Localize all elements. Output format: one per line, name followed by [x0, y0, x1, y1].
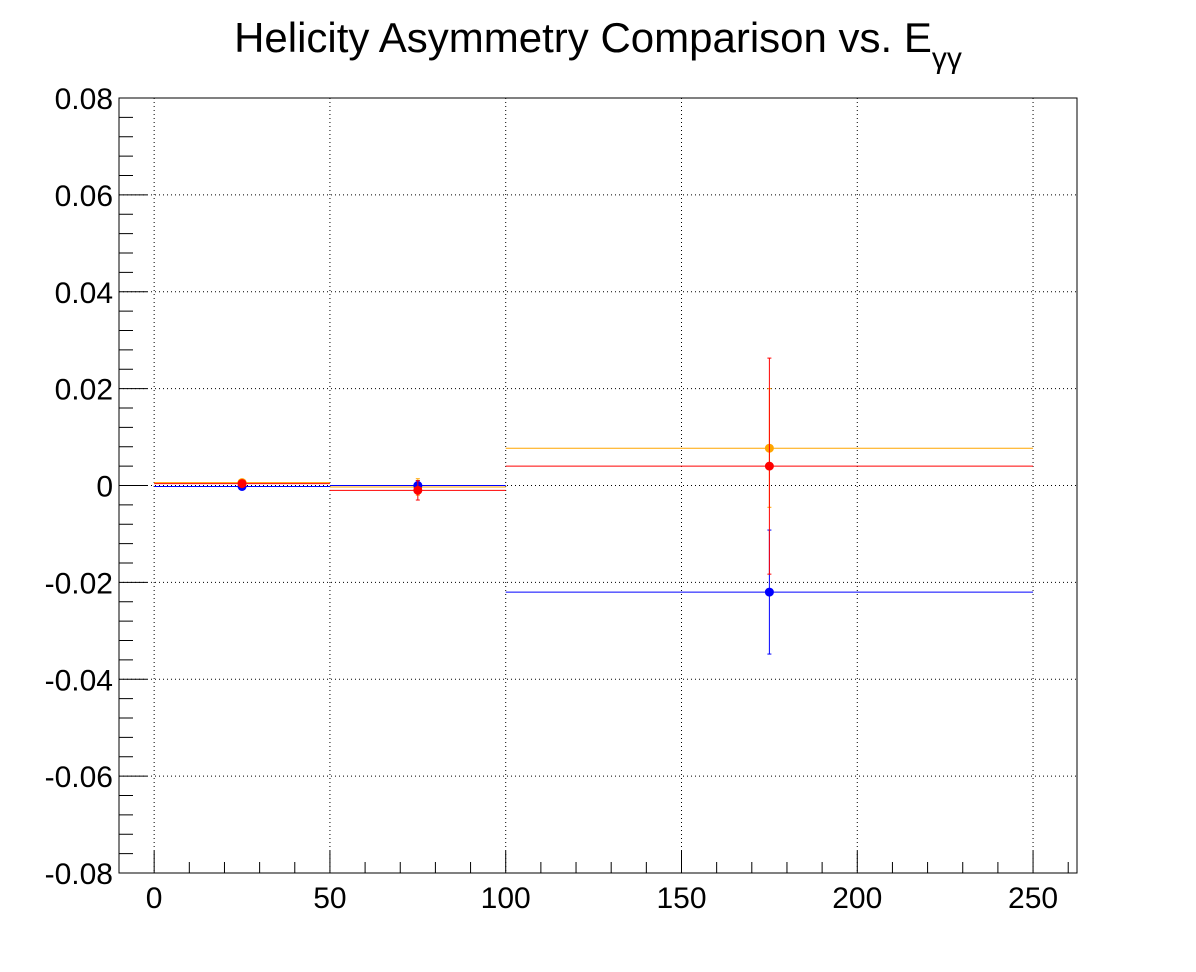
data-point	[764, 461, 774, 471]
plot-frame	[118, 97, 1078, 874]
y-tick-label: -0.04	[45, 664, 113, 697]
x-tick-label: 100	[481, 882, 531, 915]
chart-title-main: Helicity Asymmetry Comparison vs. E	[234, 14, 932, 61]
y-tick-label: 0	[96, 471, 113, 504]
x-tick-label: 150	[656, 882, 706, 915]
axis-layer: 0 50 100 150 200 250 -0.08 -0.06 -0.04 -0.02 0 0.02…	[45, 83, 1069, 915]
y-tick-label: -0.08	[45, 858, 113, 891]
series-2	[154, 357, 1034, 575]
data-point	[764, 587, 774, 597]
chart-title-subscript: γγ	[932, 42, 962, 75]
series-layer	[154, 357, 1034, 655]
x-tick-label: 50	[313, 882, 346, 915]
grid-layer	[119, 97, 1077, 874]
y-tick-label: 0.08	[55, 83, 113, 116]
data-point	[237, 479, 247, 489]
series-0	[154, 388, 1034, 508]
y-tick-label: 0.02	[55, 374, 113, 407]
svg-text:Helicity Asymmetry Comparison: Helicity Asymmetry Comparison vs. Eγγ	[234, 14, 962, 75]
x-tick-label: 200	[832, 882, 882, 915]
y-tick-label: 0.06	[55, 180, 113, 213]
x-tick-label: 0	[146, 882, 163, 915]
data-point	[413, 485, 423, 495]
y-tick-label: 0.04	[55, 277, 113, 310]
x-tick-label: 250	[1008, 882, 1058, 915]
chart-title: Helicity Asymmetry Comparison vs. Eγγ	[234, 14, 962, 75]
series-1	[154, 480, 1034, 655]
y-tick-label: -0.06	[45, 761, 113, 794]
y-tick-label: -0.02	[45, 567, 113, 600]
